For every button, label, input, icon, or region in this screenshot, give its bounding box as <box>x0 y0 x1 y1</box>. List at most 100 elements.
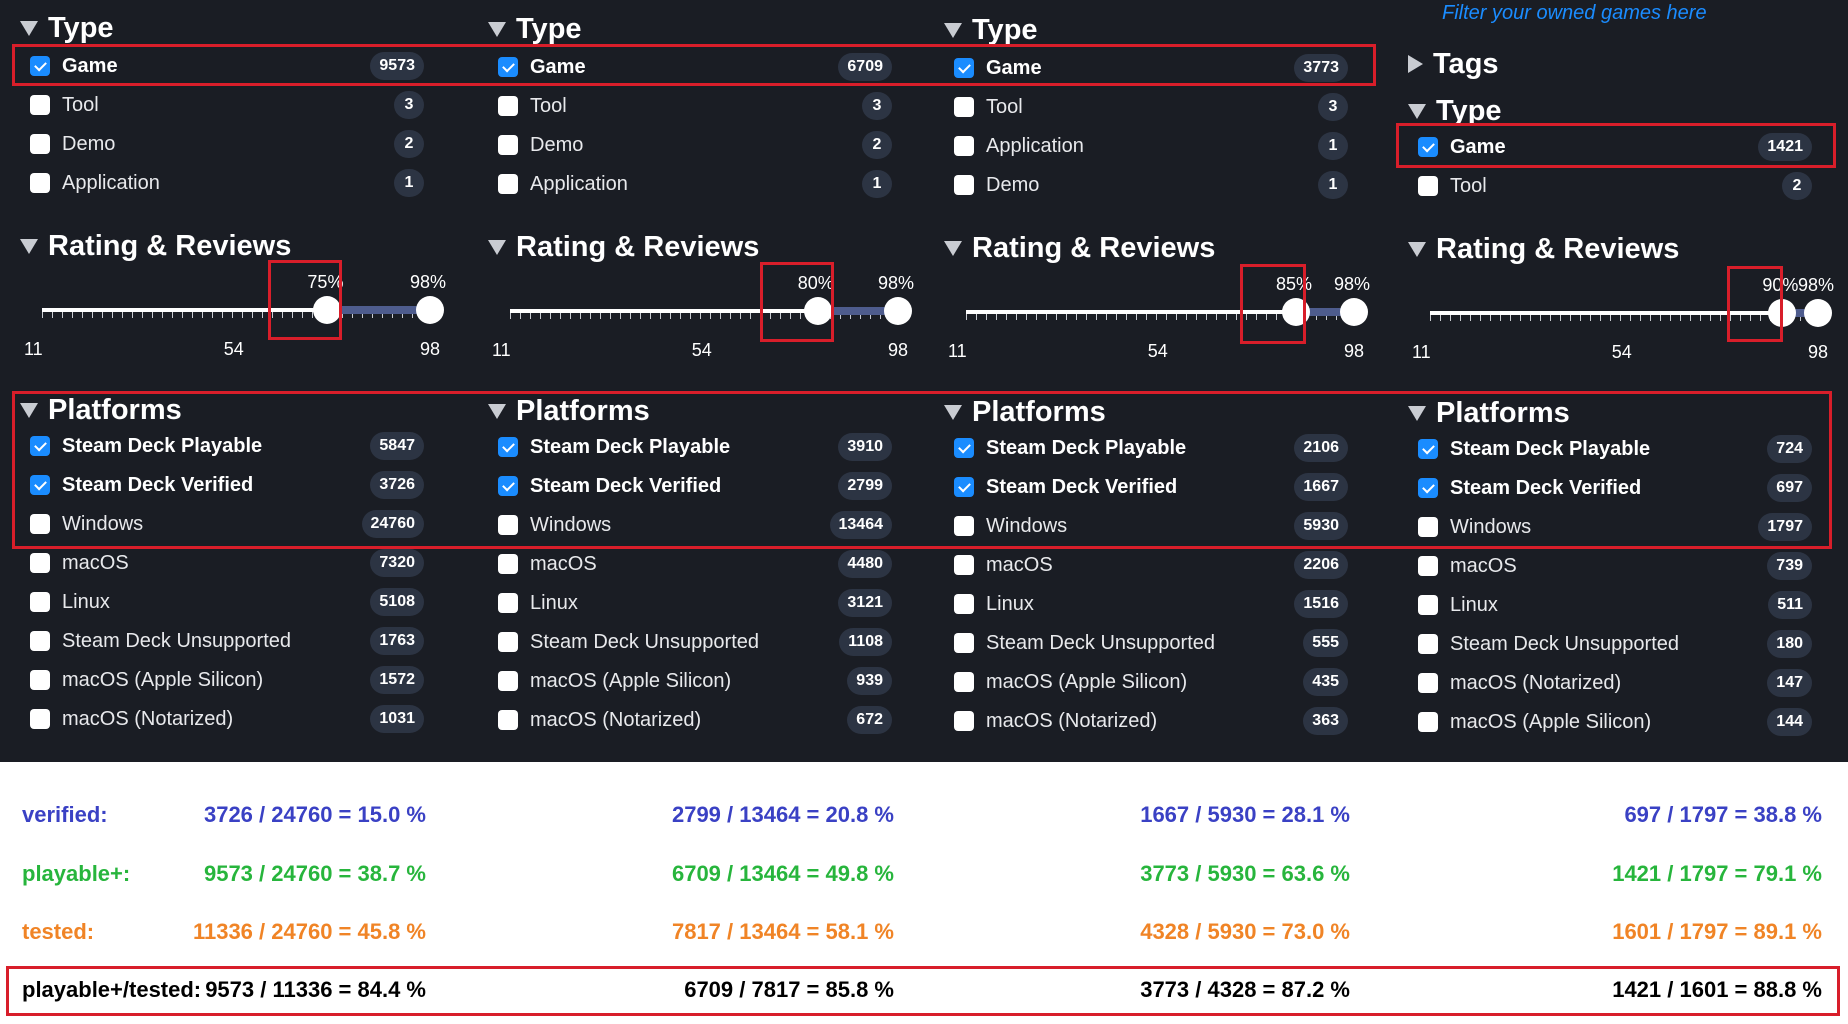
type-row[interactable]: Game 3773 <box>944 53 1348 83</box>
checkbox-checked[interactable] <box>498 437 518 457</box>
type-row[interactable]: Application 1 <box>20 168 424 198</box>
platform-row[interactable]: Linux 1516 <box>944 589 1348 619</box>
platforms-section-header[interactable]: Platforms <box>20 392 182 428</box>
type-row[interactable]: Tool 2 <box>1408 171 1812 201</box>
checkbox-unchecked[interactable] <box>954 633 974 653</box>
platform-row[interactable]: Steam Deck Unsupported 1763 <box>20 626 424 656</box>
checkbox-unchecked[interactable] <box>498 135 518 155</box>
checkbox-unchecked[interactable] <box>1418 176 1438 196</box>
checkbox-unchecked[interactable] <box>30 173 50 193</box>
checkbox-unchecked[interactable] <box>1418 673 1438 693</box>
checkbox-unchecked[interactable] <box>498 593 518 613</box>
slider-high-knob[interactable] <box>884 297 912 325</box>
checkbox-unchecked[interactable] <box>30 514 50 534</box>
checkbox-checked[interactable] <box>1418 137 1438 157</box>
slider-track[interactable] <box>1430 311 1818 315</box>
rating-section-header[interactable]: Rating & Reviews <box>1408 231 1679 267</box>
platform-row[interactable]: Windows 5930 <box>944 511 1348 541</box>
type-row[interactable]: Application 1 <box>944 131 1348 161</box>
filter-owned-games-link[interactable]: Filter your owned games here <box>1442 2 1707 24</box>
type-row[interactable]: Tool 3 <box>20 90 424 120</box>
type-section-header[interactable]: Type <box>488 11 582 47</box>
slider-high-knob[interactable] <box>1340 298 1368 326</box>
platform-row[interactable]: macOS (Apple Silicon) 1572 <box>20 665 424 695</box>
rating-slider[interactable]: 85% 98% 11 54 98 <box>944 272 1370 382</box>
checkbox-unchecked[interactable] <box>954 555 974 575</box>
checkbox-unchecked[interactable] <box>954 175 974 195</box>
slider-low-knob[interactable] <box>803 297 832 325</box>
type-row[interactable]: Game 6709 <box>488 52 892 82</box>
checkbox-checked[interactable] <box>498 57 518 77</box>
rating-slider[interactable]: 90% 98% 11 54 98 <box>1408 273 1834 383</box>
platform-row[interactable]: Linux 511 <box>1408 590 1812 620</box>
platform-row[interactable]: Steam Deck Playable 2106 <box>944 433 1348 463</box>
platform-row[interactable]: macOS 7320 <box>20 548 424 578</box>
platform-row[interactable]: Windows 24760 <box>20 509 424 539</box>
type-row[interactable]: Demo 2 <box>20 129 424 159</box>
checkbox-checked[interactable] <box>1418 439 1438 459</box>
platform-row[interactable]: Steam Deck Unsupported 555 <box>944 628 1348 658</box>
checkbox-unchecked[interactable] <box>1418 634 1438 654</box>
platform-row[interactable]: Linux 3121 <box>488 588 892 618</box>
checkbox-unchecked[interactable] <box>1418 517 1438 537</box>
rating-section-header[interactable]: Rating & Reviews <box>20 228 291 264</box>
checkbox-unchecked[interactable] <box>30 95 50 115</box>
platforms-section-header[interactable]: Platforms <box>488 393 650 429</box>
checkbox-checked[interactable] <box>498 476 518 496</box>
slider-track[interactable] <box>42 308 430 312</box>
type-row[interactable]: Application 1 <box>488 169 892 199</box>
checkbox-unchecked[interactable] <box>30 709 50 729</box>
type-row[interactable]: Tool 3 <box>488 91 892 121</box>
checkbox-unchecked[interactable] <box>30 592 50 612</box>
platform-row[interactable]: Steam Deck Unsupported 1108 <box>488 627 892 657</box>
platform-row[interactable]: Linux 5108 <box>20 587 424 617</box>
type-row[interactable]: Demo 1 <box>944 170 1348 200</box>
platform-row[interactable]: Steam Deck Playable 724 <box>1408 434 1812 464</box>
platform-row[interactable]: Steam Deck Playable 5847 <box>20 431 424 461</box>
slider-track[interactable] <box>966 310 1354 314</box>
platform-row[interactable]: macOS (Notarized) 1031 <box>20 704 424 734</box>
slider-low-knob[interactable] <box>313 296 342 324</box>
platform-row[interactable]: Steam Deck Verified 2799 <box>488 471 892 501</box>
type-row[interactable]: Demo 2 <box>488 130 892 160</box>
rating-slider[interactable]: 80% 98% 11 54 98 <box>488 271 914 381</box>
slider-track[interactable] <box>510 309 898 313</box>
platform-row[interactable]: macOS 739 <box>1408 551 1812 581</box>
checkbox-unchecked[interactable] <box>498 96 518 116</box>
checkbox-checked[interactable] <box>954 438 974 458</box>
checkbox-checked[interactable] <box>954 477 974 497</box>
slider-high-knob[interactable] <box>1804 299 1832 327</box>
platform-row[interactable]: Steam Deck Verified 3726 <box>20 470 424 500</box>
platform-row[interactable]: macOS (Notarized) 363 <box>944 706 1348 736</box>
checkbox-unchecked[interactable] <box>30 134 50 154</box>
platform-row[interactable]: Steam Deck Unsupported 180 <box>1408 629 1812 659</box>
platform-row[interactable]: macOS 4480 <box>488 549 892 579</box>
checkbox-unchecked[interactable] <box>498 671 518 691</box>
platform-row[interactable]: Windows 1797 <box>1408 512 1812 542</box>
rating-section-header[interactable]: Rating & Reviews <box>944 230 1215 266</box>
checkbox-unchecked[interactable] <box>954 136 974 156</box>
checkbox-checked[interactable] <box>30 436 50 456</box>
platform-row[interactable]: macOS (Notarized) 672 <box>488 705 892 735</box>
checkbox-unchecked[interactable] <box>498 554 518 574</box>
platforms-section-header[interactable]: Platforms <box>1408 395 1570 431</box>
platform-row[interactable]: macOS (Apple Silicon) 435 <box>944 667 1348 697</box>
platform-row[interactable]: Steam Deck Verified 697 <box>1408 473 1812 503</box>
checkbox-unchecked[interactable] <box>954 97 974 117</box>
tags-section-header[interactable]: Tags <box>1408 46 1499 82</box>
platform-row[interactable]: Steam Deck Verified 1667 <box>944 472 1348 502</box>
checkbox-unchecked[interactable] <box>954 594 974 614</box>
platform-row[interactable]: macOS (Apple Silicon) 144 <box>1408 707 1812 737</box>
checkbox-unchecked[interactable] <box>498 710 518 730</box>
checkbox-unchecked[interactable] <box>1418 712 1438 732</box>
checkbox-checked[interactable] <box>30 56 50 76</box>
checkbox-unchecked[interactable] <box>1418 595 1438 615</box>
platforms-section-header[interactable]: Platforms <box>944 394 1106 430</box>
checkbox-unchecked[interactable] <box>498 174 518 194</box>
type-row[interactable]: Game 1421 <box>1408 132 1812 162</box>
platform-row[interactable]: macOS (Notarized) 147 <box>1408 668 1812 698</box>
rating-slider[interactable]: 75% 98% 11 54 98 <box>20 270 446 380</box>
platform-row[interactable]: Steam Deck Playable 3910 <box>488 432 892 462</box>
checkbox-unchecked[interactable] <box>30 631 50 651</box>
type-row[interactable]: Game 9573 <box>20 51 424 81</box>
